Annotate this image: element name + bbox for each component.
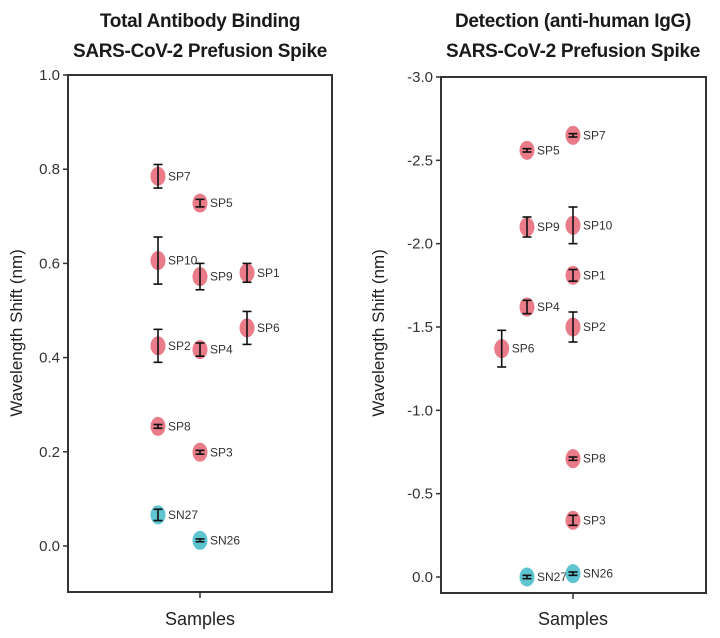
data-point-sp8: SP8 bbox=[565, 449, 606, 469]
data-point-sp9: SP9 bbox=[192, 262, 233, 291]
y-tick-label: -1.0 bbox=[407, 402, 433, 419]
point-label: SP5 bbox=[210, 196, 233, 210]
data-point-sp7: SP7 bbox=[565, 125, 606, 145]
x-axis-label: Samples bbox=[165, 609, 235, 629]
point-label: SP8 bbox=[168, 419, 191, 433]
data-point-sp1: SP1 bbox=[239, 262, 280, 284]
y-tick-label: 0.2 bbox=[39, 444, 60, 461]
point-label: SP6 bbox=[512, 342, 535, 356]
point-label: SP7 bbox=[168, 169, 191, 183]
data-point-sp2: SP2 bbox=[565, 311, 606, 343]
data-point-sn26: SN26 bbox=[565, 564, 613, 584]
y-tick-label: -3.0 bbox=[407, 69, 433, 86]
data-point-sn26: SN26 bbox=[192, 530, 240, 550]
point-label: SP1 bbox=[257, 266, 280, 280]
data-point-sp8: SP8 bbox=[150, 416, 191, 436]
y-tick-label: -2.0 bbox=[407, 236, 433, 253]
y-tick-label: 0.4 bbox=[39, 350, 60, 367]
y-tick-label: 0.0 bbox=[412, 569, 433, 586]
y-tick-label: -1.5 bbox=[407, 319, 433, 336]
y-axis-label: Wavelength Shift (nm) bbox=[7, 249, 26, 417]
point-label: SP5 bbox=[537, 143, 560, 157]
y-tick-label: -2.5 bbox=[407, 152, 433, 169]
point-label: SP10 bbox=[583, 218, 613, 232]
point-label: SP8 bbox=[583, 452, 606, 466]
point-label: SP9 bbox=[537, 220, 560, 234]
data-point-sp10: SP10 bbox=[150, 236, 198, 285]
data-point-sp2: SP2 bbox=[150, 328, 191, 364]
plot-frame bbox=[67, 74, 333, 593]
points: SP7 SP5 SP9 SP10 SP1 SP4 SP2 SP6 SP8 SP3 SN27 SN26 bbox=[494, 125, 613, 587]
point-label: SP3 bbox=[210, 445, 233, 459]
data-point-sp1: SP1 bbox=[565, 265, 606, 285]
data-point-sp3: SP3 bbox=[565, 510, 606, 530]
data-point-sp6: SP6 bbox=[494, 329, 535, 368]
point-label: SN27 bbox=[537, 570, 567, 584]
panel-total-antibody-binding: Total Antibody Binding SARS-CoV-2 Prefus… bbox=[7, 11, 333, 629]
chart-title-line2: SARS-CoV-2 Prefusion Spike bbox=[73, 41, 327, 62]
data-point-sn27: SN27 bbox=[150, 505, 198, 525]
y-tick-label: 0.6 bbox=[39, 255, 60, 272]
data-point-sp4: SP4 bbox=[192, 340, 233, 360]
y-axis-label: Wavelength Shift (nm) bbox=[369, 249, 388, 417]
y-tick-label: -0.5 bbox=[407, 486, 433, 503]
point-label: SP9 bbox=[210, 270, 233, 284]
panel-detection-anti-human-igg: Detection (anti-human IgG) SARS-CoV-2 Pr… bbox=[369, 11, 707, 629]
point-label: SP6 bbox=[257, 321, 280, 335]
chart-title-line2: SARS-CoV-2 Prefusion Spike bbox=[446, 41, 700, 62]
data-point-sp5: SP5 bbox=[519, 140, 560, 160]
data-point-sp3: SP3 bbox=[192, 442, 233, 462]
chart-title-line1: Detection (anti-human IgG) bbox=[455, 11, 691, 32]
data-point-sp4: SP4 bbox=[519, 297, 560, 317]
data-point-sn27: SN27 bbox=[519, 567, 567, 587]
point-label: SP4 bbox=[537, 300, 560, 314]
y-ticks: -3.0 -2.5 -2.0 -1.5 -1.0 -0.5 0.0 bbox=[407, 69, 574, 599]
y-tick-label: 1.0 bbox=[39, 67, 60, 84]
y-tick-label: 0.0 bbox=[39, 538, 60, 555]
data-point-sp10: SP10 bbox=[565, 206, 613, 245]
point-label: SP4 bbox=[210, 343, 233, 357]
point-label: SP2 bbox=[583, 320, 606, 334]
data-point-sp7: SP7 bbox=[150, 163, 191, 189]
data-point-sp5: SP5 bbox=[192, 193, 233, 213]
data-point-sp9: SP9 bbox=[519, 216, 560, 238]
point-label: SP10 bbox=[168, 254, 198, 268]
x-axis-label: Samples bbox=[538, 609, 608, 629]
y-tick-label: 0.8 bbox=[39, 161, 60, 178]
point-label: SP3 bbox=[583, 513, 606, 527]
data-point-sp6: SP6 bbox=[239, 310, 280, 346]
point-label: SP1 bbox=[583, 268, 606, 282]
point-label: SN27 bbox=[168, 508, 198, 522]
points: SP7 SP5 SP10 SP9 SP1 SP6 SP2 SP4 SP8 SP3 SN27 SN26 bbox=[150, 163, 280, 550]
point-label: SP2 bbox=[168, 339, 191, 353]
point-label: SN26 bbox=[210, 533, 240, 547]
point-label: SP7 bbox=[583, 128, 606, 142]
y-ticks: 1.0 0.8 0.6 0.4 0.2 0.0 bbox=[39, 67, 201, 598]
chart-title-line1: Total Antibody Binding bbox=[100, 11, 300, 32]
point-label: SN26 bbox=[583, 567, 613, 581]
